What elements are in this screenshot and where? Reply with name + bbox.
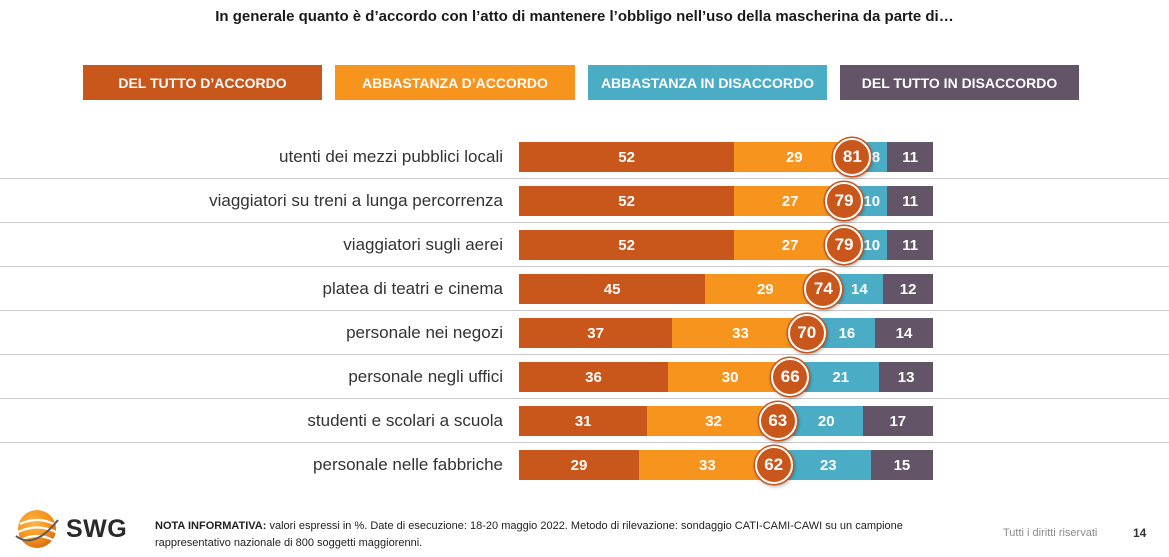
data-label: 52 bbox=[618, 148, 635, 166]
data-label: 13 bbox=[897, 368, 915, 386]
legend-item-del-tutto-accordo: DEL TUTTO D’ACCORDO bbox=[83, 65, 322, 100]
category-label: viaggiatori sugli aerei bbox=[343, 235, 503, 254]
row-separator bbox=[0, 222, 1169, 223]
data-label: 11 bbox=[902, 148, 919, 166]
seg-del-tutto-accordo: 52 bbox=[519, 186, 735, 216]
data-label: 8 bbox=[871, 148, 881, 166]
row-separator bbox=[0, 398, 1169, 399]
seg-del-tutto-accordo: 31 bbox=[519, 406, 648, 436]
total-accordo-badge: 79 bbox=[825, 182, 864, 220]
data-label: 16 bbox=[838, 324, 856, 342]
data-label: 10 bbox=[863, 192, 881, 210]
data-label: 14 bbox=[850, 280, 868, 298]
seg-del-tutto-accordo: 29 bbox=[519, 450, 640, 480]
seg-abbastanza-accordo: 33 bbox=[639, 450, 776, 480]
row-separator bbox=[0, 354, 1169, 355]
data-label: 11 bbox=[902, 236, 919, 254]
data-label: 30 bbox=[721, 368, 739, 386]
legend-item-del-tutto-disaccordo: DEL TUTTO IN DISACCORDO bbox=[840, 65, 1079, 100]
data-label: 20 bbox=[817, 412, 835, 430]
total-accordo-badge: 63 bbox=[758, 402, 797, 440]
seg-abbastanza-accordo: 32 bbox=[647, 406, 780, 436]
seg-del-tutto-disaccordo: 12 bbox=[883, 274, 933, 304]
category-label: studenti e scolari a scuola bbox=[307, 411, 503, 430]
seg-del-tutto-accordo: 37 bbox=[519, 318, 673, 348]
data-label: 12 bbox=[899, 280, 917, 298]
seg-del-tutto-accordo: 52 bbox=[519, 230, 735, 260]
category-label: viaggiatori su treni a lunga percorrenza bbox=[209, 191, 503, 210]
seg-del-tutto-disaccordo: 11 bbox=[887, 230, 933, 260]
total-accordo-badge: 70 bbox=[787, 314, 826, 352]
seg-del-tutto-disaccordo: 17 bbox=[862, 406, 933, 436]
seg-del-tutto-disaccordo: 15 bbox=[870, 450, 933, 480]
row-separator bbox=[0, 310, 1169, 311]
data-label: 52 bbox=[618, 236, 635, 254]
data-label: 17 bbox=[889, 412, 907, 430]
data-label: 11 bbox=[902, 192, 919, 210]
data-label: 15 bbox=[893, 456, 911, 474]
total-accordo-badge: 79 bbox=[825, 226, 864, 264]
category-label: personale nelle fabbriche bbox=[313, 455, 503, 474]
data-label: 33 bbox=[732, 324, 749, 342]
total-accordo-badge: 81 bbox=[833, 138, 872, 176]
data-label: 21 bbox=[832, 368, 850, 386]
row-separator bbox=[0, 266, 1169, 267]
seg-del-tutto-disaccordo: 13 bbox=[879, 362, 933, 392]
data-label: 37 bbox=[587, 324, 604, 342]
category-label: utenti dei mezzi pubblici locali bbox=[279, 147, 503, 166]
total-accordo-badge: 66 bbox=[771, 358, 810, 396]
data-label: 45 bbox=[603, 280, 621, 298]
data-label: 33 bbox=[699, 456, 716, 474]
data-label: 14 bbox=[895, 324, 913, 342]
seg-del-tutto-disaccordo: 11 bbox=[887, 186, 933, 216]
seg-del-tutto-accordo: 52 bbox=[519, 142, 735, 172]
data-label: 31 bbox=[574, 412, 592, 430]
chart-title: In generale quanto è d’accordo con l’att… bbox=[215, 8, 954, 25]
seg-abbastanza-accordo: 33 bbox=[672, 318, 809, 348]
data-label: 36 bbox=[585, 368, 602, 386]
row-separator bbox=[0, 442, 1169, 443]
category-label: personale negli uffici bbox=[348, 367, 503, 386]
data-label: 23 bbox=[819, 456, 837, 474]
total-accordo-badge: 74 bbox=[804, 270, 843, 308]
swg-logo-text: SWG bbox=[66, 515, 128, 543]
row-separator bbox=[0, 178, 1169, 179]
data-label: 10 bbox=[863, 236, 881, 254]
data-label: 32 bbox=[705, 412, 722, 430]
data-label: 27 bbox=[781, 236, 799, 254]
note-label: NOTA INFORMATIVA: bbox=[155, 520, 267, 532]
data-label: 29 bbox=[570, 456, 588, 474]
data-label: 29 bbox=[756, 280, 774, 298]
page-number: 14 bbox=[1133, 526, 1147, 540]
seg-del-tutto-disaccordo: 14 bbox=[875, 318, 933, 348]
seg-del-tutto-accordo: 36 bbox=[519, 362, 669, 392]
data-label: 27 bbox=[781, 192, 799, 210]
total-accordo-badge: 62 bbox=[754, 446, 793, 484]
rights-reserved: Tutti i diritti riservati bbox=[1003, 527, 1098, 539]
legend-item-abbastanza-disaccordo: ABBASTANZA IN DISACCORDO bbox=[588, 65, 827, 100]
legend-item-abbastanza-accordo: ABBASTANZA D’ACCORDO bbox=[335, 65, 575, 100]
swg-logo-icon bbox=[15, 510, 59, 548]
note-text: valori espressi in %. Date di esecuzione… bbox=[155, 520, 903, 549]
informative-note: NOTA INFORMATIVA: valori espressi in %. … bbox=[155, 518, 955, 552]
category-label: personale nei negozi bbox=[346, 323, 503, 342]
seg-del-tutto-disaccordo: 11 bbox=[887, 142, 933, 172]
seg-del-tutto-accordo: 45 bbox=[519, 274, 706, 304]
data-label: 29 bbox=[785, 148, 803, 166]
data-label: 52 bbox=[618, 192, 635, 210]
category-label: platea di teatri e cinema bbox=[322, 279, 504, 298]
